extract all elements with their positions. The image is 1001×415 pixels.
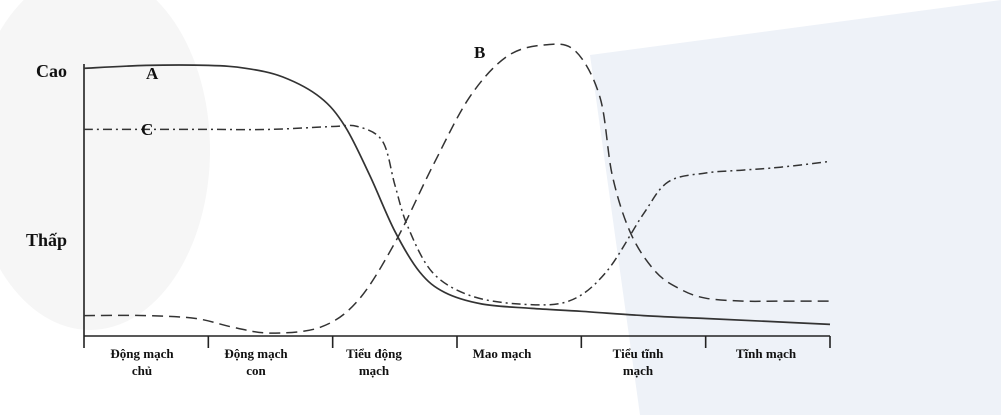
x-category-label-aorta-line1: Động mạch xyxy=(110,346,174,361)
watermark-face xyxy=(0,0,210,330)
x-ticks xyxy=(83,336,831,348)
x-category-label-capillary: Mao mạch xyxy=(473,346,533,361)
x-category-label-venule-line2: mạch xyxy=(623,363,654,378)
series-label-a: A xyxy=(146,64,159,83)
x-category-labels: Động mạch chủ Động mạch con Tiểu động mạ… xyxy=(110,346,797,378)
axes xyxy=(83,64,831,348)
series-layer xyxy=(83,43,831,334)
y-tick-label-high: Cao xyxy=(36,61,67,81)
y-tick-label-low: Thấp xyxy=(26,230,67,250)
x-category-label-arteriole-line1: Tiểu động xyxy=(346,346,402,361)
x-category-label-arteriole-line2: mạch xyxy=(359,363,390,378)
series-line-b xyxy=(83,43,830,334)
series-label-c: C xyxy=(141,120,153,139)
x-category-label-vein: Tĩnh mạch xyxy=(736,346,797,361)
series-line-c xyxy=(83,124,831,306)
x-category-label-venule-line1: Tiểu tĩnh xyxy=(613,346,664,361)
x-category-label-artery-line2: con xyxy=(246,363,266,378)
watermark-shape xyxy=(590,0,1001,415)
x-category-label-artery-line1: Động mạch xyxy=(224,346,288,361)
series-line-a xyxy=(83,64,831,326)
x-category-label-aorta-line2: chủ xyxy=(132,363,152,378)
series-label-b: B xyxy=(474,43,485,62)
